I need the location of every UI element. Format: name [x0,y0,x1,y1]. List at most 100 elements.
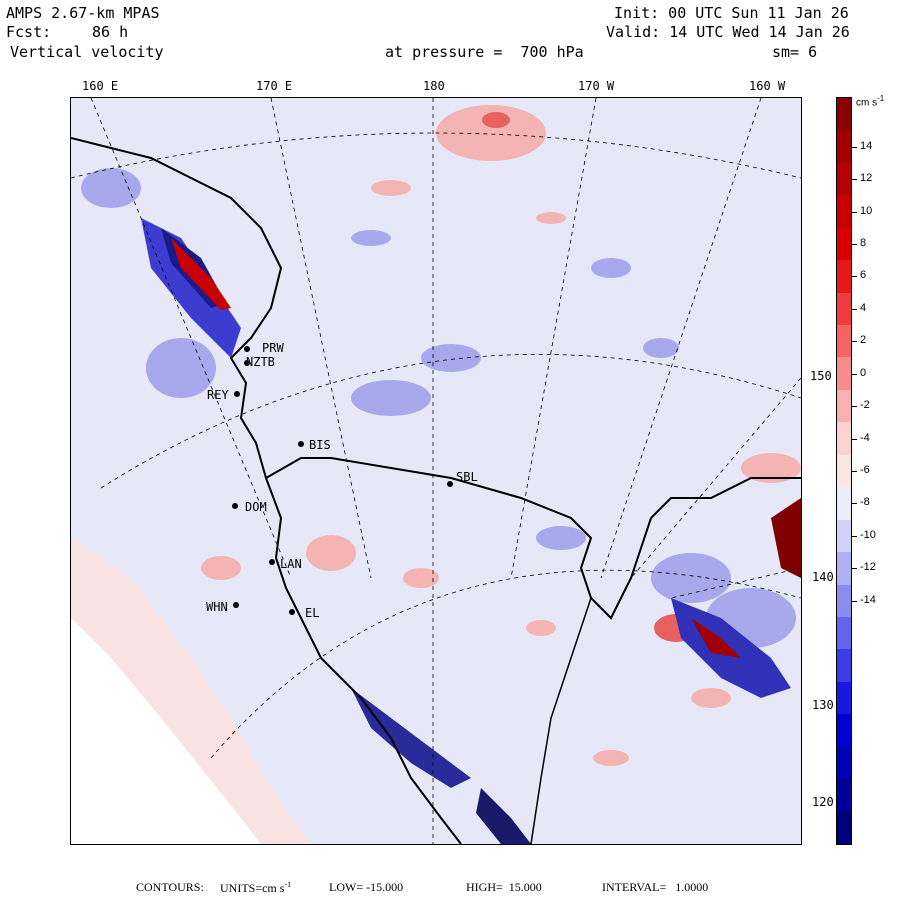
colorbar-segment [837,616,851,650]
vertical-velocity-map [70,97,802,845]
mountain-wave-signal [141,218,801,844]
station-label: WHN [206,600,228,614]
station-marker [298,441,304,447]
forecast-label: Fcst: [6,23,52,41]
forecast-hour: 86 h [92,23,129,41]
colorbar-label: 4 [860,301,867,314]
colorbar-label: -6 [860,464,870,476]
colorbar-tick [852,211,857,213]
colorbar-label: -8 [860,496,870,509]
colorbar-tick [852,406,857,408]
colorbar-label: 6 [860,269,867,282]
colorbar-label: 10 [860,204,873,217]
lon-label: 160 E [82,79,119,93]
model-title: AMPS 2.67-km MPAS [6,4,160,22]
colorbar-segment [837,649,851,683]
station-marker [269,559,275,565]
colorbar-tick [852,276,857,278]
colorbar-label: 0 [860,366,867,379]
colorbar-segment [837,260,851,294]
colorbar-segment [837,584,851,618]
station-label: EL [305,606,320,620]
colorbar-tick [852,600,857,602]
colorbar [836,97,852,845]
colorbar-tick [852,568,857,570]
colorbar-label: 14 [860,139,873,152]
lon-label: 180 [423,79,445,93]
station-marker [234,391,240,397]
colorbar-tick [852,535,857,537]
ice-shelf-edge [530,597,592,844]
colorbar-label: 8 [860,236,867,249]
lon-label: 160 W [749,79,786,93]
station-label: LAN [280,557,302,571]
station-label: REY [207,388,229,402]
footer-high: HIGH= 15.000 [466,880,542,894]
station-marker [232,503,238,509]
map-canvas [71,98,801,844]
colorbar-segment [837,519,851,553]
colorbar-segment [837,487,851,521]
colorbar-segment [837,195,851,229]
lon-label: 170 E [256,79,293,93]
colorbar-segment [837,227,851,261]
lon-label: 170 W [578,79,615,93]
station-marker [244,346,250,352]
colorbar-segment [837,454,851,488]
coastline-west [265,477,462,844]
positive-patches [201,105,801,766]
outside-domain [71,618,261,844]
field-name: Vertical velocity [10,43,164,61]
footer-low: LOW= -15.000 [329,880,404,894]
footer-contours-label: CONTOURS: [136,880,204,894]
station-label: DOM [245,500,267,514]
colorbar-segment [837,811,851,845]
colorbar-tick [852,438,857,440]
colorbar-segment [837,389,851,423]
colorbar-segment [837,98,851,131]
colorbar-segment [837,681,851,715]
colorbar-label: 12 [860,172,873,185]
colorbar-label: -10 [860,528,876,541]
negative-patches [81,168,796,648]
colorbar-label: -4 [860,431,870,444]
colorbar-segment [837,130,851,164]
station-marker [244,360,250,366]
colorbar-segment [837,325,851,358]
station-label: BIS [309,438,331,452]
footer-interval: INTERVAL= 1.0000 [602,880,709,894]
colorbar-tick [852,308,857,310]
station-marker [447,481,453,487]
colorbar-segment [837,746,851,780]
colorbar-tick [852,341,857,343]
coastline [71,137,801,620]
colorbar-unit: cm s-1 [856,94,885,109]
smoothing-value: sm= 6 [772,43,818,61]
colorbar-tick [852,471,857,472]
footer-units: UNITS=cm s-1 [220,880,292,895]
colorbar-tick [852,146,857,148]
colorbar-tick [852,373,857,375]
station-marker [233,602,239,608]
colorbar-tick [852,179,857,181]
colorbar-label: -12 [860,561,876,574]
colorbar-label: -14 [860,593,876,606]
colorbar-segment [837,292,851,326]
ice-shelf-field [71,98,801,844]
valid-time: Valid: 14 UTC Wed 14 Jan 26 [606,23,850,41]
pressure-level: at pressure = 700 hPa [385,43,584,61]
colorbar-tick [852,243,857,245]
station-marker [289,609,295,615]
colorbar-segment [837,357,851,391]
station-label: NZTB [246,355,275,369]
colorbar-segment [837,714,851,748]
station-label: SBL [456,470,478,484]
colorbar-label: 2 [860,334,867,347]
colorbar-segment [837,552,851,585]
colorbar-tick [852,503,857,505]
colorbar-segment [837,422,851,456]
colorbar-label: -2 [860,399,870,412]
init-time: Init: 00 UTC Sun 11 Jan 26 [614,4,849,22]
graticule [71,98,801,844]
colorbar-segment [837,779,851,813]
